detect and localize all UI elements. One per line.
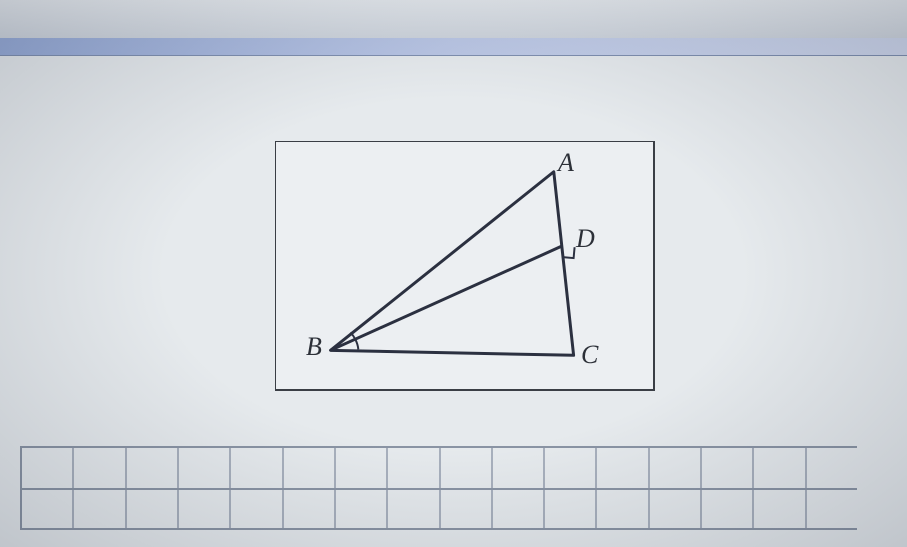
segment-bd [331,246,562,350]
label-c: C [581,340,598,370]
angle-mark-b [355,339,358,349]
right-angle-mark [563,247,575,258]
label-d: D [576,224,595,254]
notebook-grid [20,446,857,530]
title-strip [0,38,907,56]
grid-row [20,488,857,530]
triangle-abc [331,172,574,356]
top-band [0,0,907,38]
canvas: A B C D [0,56,907,547]
label-b: B [306,332,322,362]
figure-frame: A B C D [275,141,655,391]
grid-row [20,446,857,488]
label-a: A [558,148,574,178]
